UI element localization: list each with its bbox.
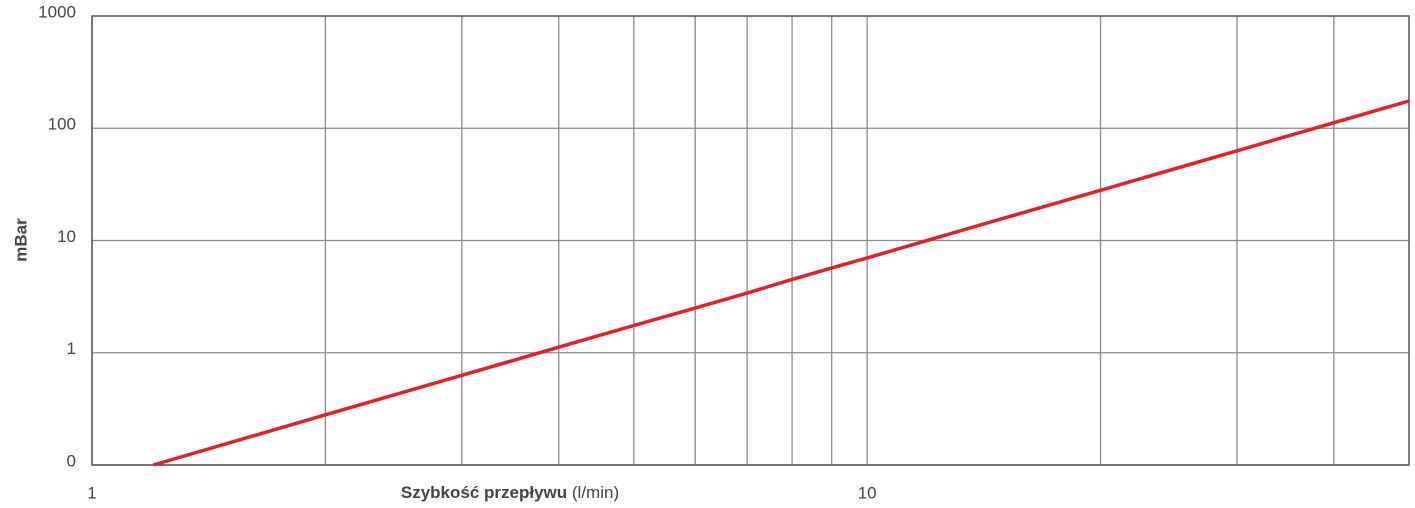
y-tick-label: 10: [57, 227, 76, 246]
x-axis-title: Szybkość przepływu: [401, 483, 567, 502]
y-axis-label: mBar: [11, 218, 30, 262]
x-axis-label: Szybkość przepływu (l/min): [401, 483, 619, 502]
y-tick-label: 1000: [38, 2, 76, 21]
y-tick-label: 0: [67, 451, 76, 470]
x-tick-label: 1: [87, 483, 96, 502]
x-tick-label: 10: [858, 483, 877, 502]
x-axis-unit: (l/min): [572, 483, 619, 502]
data-line: [152, 99, 1410, 467]
plot-frame: [91, 15, 1410, 466]
y-tick-label: 1: [67, 339, 76, 358]
y-tick-label: 100: [48, 115, 76, 134]
